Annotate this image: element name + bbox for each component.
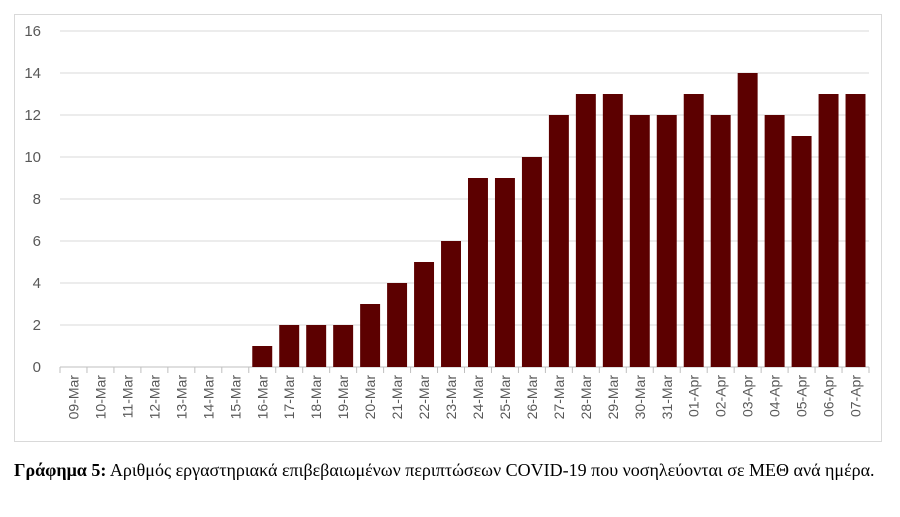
- x-tick-label: 12-Mar: [146, 375, 162, 420]
- bar: [252, 346, 273, 367]
- bar: [360, 304, 381, 367]
- x-tick-label: 17-Mar: [281, 375, 297, 420]
- x-tick-label: 09-Mar: [65, 375, 81, 420]
- x-tick-label: 01-Apr: [686, 375, 702, 417]
- x-tick-label: 07-Apr: [848, 375, 864, 417]
- bar: [387, 283, 408, 367]
- x-tick-label: 31-Mar: [659, 375, 675, 420]
- x-tick-label: 23-Mar: [443, 375, 459, 420]
- x-tick-label: 30-Mar: [632, 375, 648, 420]
- bar: [710, 115, 731, 367]
- y-tick-label: 8: [33, 191, 41, 208]
- x-tick-label: 03-Apr: [740, 375, 756, 417]
- bar-chart: 0 2 4 6 8 10 12 14 16 09-Mar 10-Mar 11-Mar 12-Mar 13-…: [24, 23, 870, 420]
- bar: [602, 94, 623, 367]
- x-tick-label: 05-Apr: [794, 375, 810, 417]
- bar: [494, 178, 515, 367]
- bar: [791, 136, 812, 367]
- y-tick-label: 2: [33, 317, 41, 334]
- x-tick-label: 22-Mar: [416, 375, 432, 420]
- bar: [764, 115, 785, 367]
- x-tick-label: 25-Mar: [497, 375, 513, 420]
- x-tick-label: 10-Mar: [92, 375, 108, 420]
- y-tick-label: 6: [33, 233, 41, 250]
- x-tick-label: 21-Mar: [389, 375, 405, 420]
- bar: [414, 262, 435, 367]
- y-tick-label: 4: [33, 275, 41, 292]
- bar: [575, 94, 596, 367]
- chart-frame: 0 2 4 6 8 10 12 14 16 09-Mar 10-Mar 11-Mar 12-Mar 13-…: [14, 14, 882, 442]
- figure-caption: Γράφημα 5: Αριθμός εργαστηριακά επιβεβαι…: [14, 458, 894, 482]
- y-tick-label: 12: [24, 107, 41, 124]
- x-tick-label: 20-Mar: [362, 375, 378, 420]
- bar: [468, 178, 488, 367]
- y-tick-label: 16: [24, 23, 41, 40]
- bar: [279, 325, 300, 367]
- bar: [548, 115, 569, 367]
- x-tick-label: 29-Mar: [605, 375, 621, 420]
- y-tick-label: 10: [24, 149, 41, 166]
- bar: [656, 115, 677, 367]
- x-tick-label: 13-Mar: [173, 375, 189, 420]
- x-tick-label: 24-Mar: [470, 375, 486, 420]
- caption-label: Γράφημα 5:: [14, 460, 107, 480]
- x-tick-label: 14-Mar: [200, 375, 216, 420]
- x-tick-label: 16-Mar: [254, 375, 270, 420]
- x-tick-label: 02-Apr: [713, 375, 729, 417]
- x-tick-label: 19-Mar: [335, 375, 351, 420]
- y-tick-label: 14: [24, 65, 41, 82]
- bar: [521, 157, 542, 367]
- bar: [737, 73, 758, 367]
- bar: [818, 94, 839, 367]
- x-tick-label: 27-Mar: [551, 375, 567, 420]
- bar: [306, 325, 327, 367]
- bar: [683, 94, 704, 367]
- bar: [845, 94, 866, 367]
- bar: [441, 241, 461, 367]
- x-tick-label: 18-Mar: [308, 375, 324, 420]
- x-tick-label: 15-Mar: [227, 375, 243, 420]
- y-tick-label: 0: [33, 359, 41, 376]
- bar: [629, 115, 650, 367]
- caption-text: Αριθμός εργαστηριακά επιβεβαιωμένων περι…: [109, 460, 875, 480]
- x-tick-label: 11-Mar: [119, 375, 135, 419]
- x-tick-label: 06-Apr: [821, 375, 837, 417]
- x-tick-label: 26-Mar: [524, 375, 540, 420]
- bar: [333, 325, 354, 367]
- x-tick-label: 04-Apr: [767, 375, 783, 417]
- x-tick-label: 28-Mar: [578, 375, 594, 420]
